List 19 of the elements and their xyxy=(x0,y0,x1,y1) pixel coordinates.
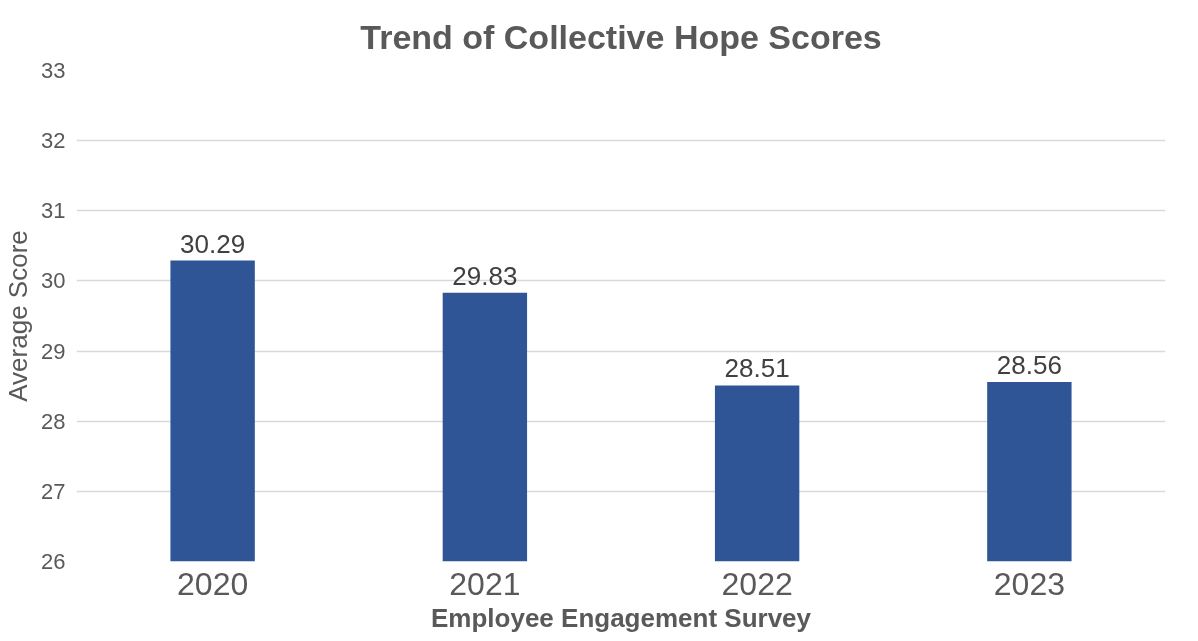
chart-title: Trend of Collective Hope Scores xyxy=(360,17,882,56)
y-tick-label: 30 xyxy=(41,268,66,294)
data-label: 29.83 xyxy=(452,260,518,291)
x-tick-label: 2020 xyxy=(177,565,249,602)
x-tick-label: 2022 xyxy=(721,565,793,602)
y-tick-label: 33 xyxy=(41,58,66,83)
y-tick-label: 31 xyxy=(41,198,66,224)
x-tick-label: 2023 xyxy=(993,565,1065,602)
y-axis-title: Average Score xyxy=(3,230,34,402)
y-tick-label: 29 xyxy=(41,338,66,364)
data-label: 28.51 xyxy=(724,353,790,384)
x-axis-title: Employee Engagement Survey xyxy=(430,602,812,633)
x-tick-label: 2021 xyxy=(449,565,521,602)
y-tick-label: 32 xyxy=(41,128,66,154)
data-label: 28.56 xyxy=(996,349,1062,380)
y-tick-label: 27 xyxy=(41,478,66,504)
y-tick-label: 26 xyxy=(41,549,66,574)
data-label: 30.29 xyxy=(180,228,246,259)
y-tick-label: 28 xyxy=(41,408,66,434)
